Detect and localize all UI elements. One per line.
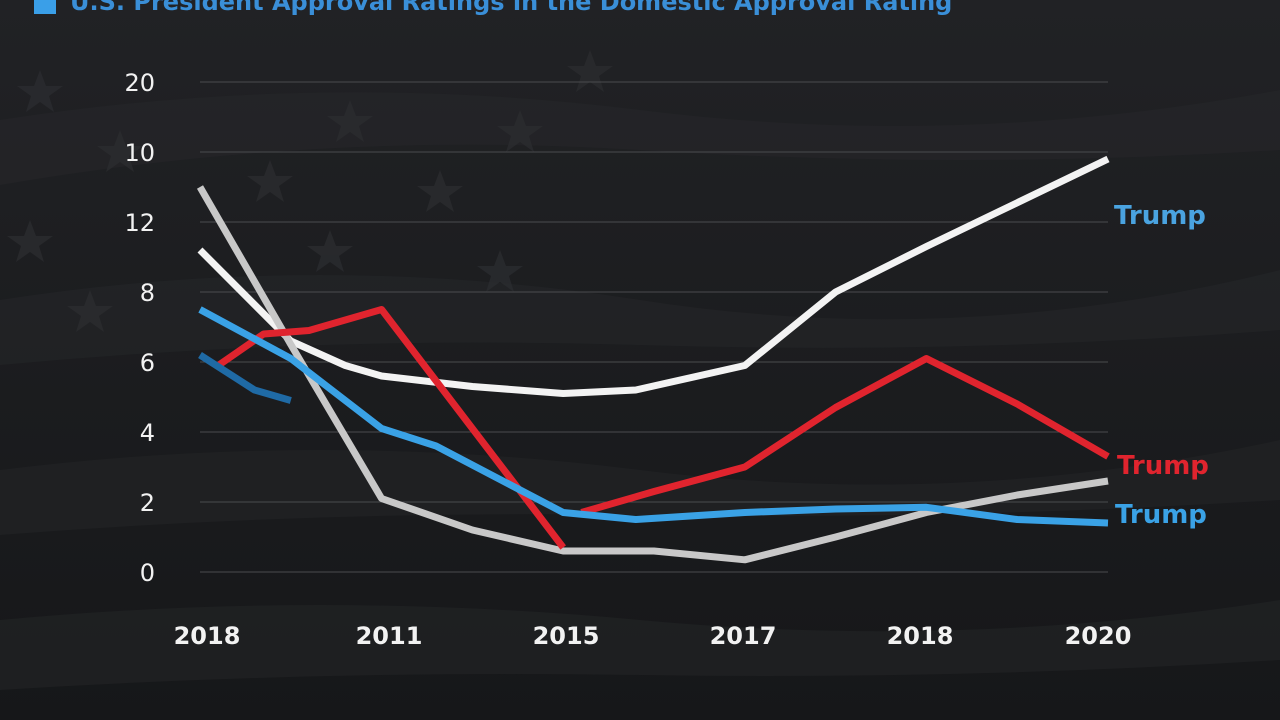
y-axis-ticks: 0 2 4 6 8 12 10 20 xyxy=(124,69,155,587)
y-tick-label: 2 xyxy=(140,489,155,517)
x-tick-label: 2018 xyxy=(887,622,954,650)
x-tick-label: 2018 xyxy=(174,622,241,650)
flag-stars xyxy=(7,50,613,332)
x-tick-label: 2020 xyxy=(1065,622,1132,650)
series-line xyxy=(196,185,1109,564)
y-tick-label: 0 xyxy=(140,559,155,587)
title-accent-bar xyxy=(34,0,56,14)
x-axis-ticks: 2018 2011 2015 2017 2018 2020 xyxy=(174,622,1132,650)
series-line xyxy=(198,352,292,404)
series-line xyxy=(580,355,1110,516)
series-label: Trump xyxy=(1114,201,1206,231)
gridlines xyxy=(200,81,1108,573)
y-tick-label: 6 xyxy=(140,349,155,377)
series-line xyxy=(197,155,1110,397)
chart-title: U.S. President Approval Ratings in the D… xyxy=(70,0,953,16)
x-tick-label: 2017 xyxy=(710,622,777,650)
series-lines xyxy=(196,155,1110,564)
series-labels: Trump Trump Trump xyxy=(1114,201,1209,530)
x-tick-label: 2011 xyxy=(356,622,423,650)
y-tick-label: 12 xyxy=(124,209,155,237)
series-label: Trump xyxy=(1117,451,1209,481)
y-tick-label: 10 xyxy=(124,139,155,167)
series-label: Trump xyxy=(1115,500,1207,530)
x-tick-label: 2015 xyxy=(533,622,600,650)
y-tick-label: 4 xyxy=(140,419,155,447)
y-tick-label: 20 xyxy=(124,69,155,97)
series-line xyxy=(216,306,566,550)
y-tick-label: 8 xyxy=(140,279,155,307)
series-line xyxy=(198,306,1109,527)
